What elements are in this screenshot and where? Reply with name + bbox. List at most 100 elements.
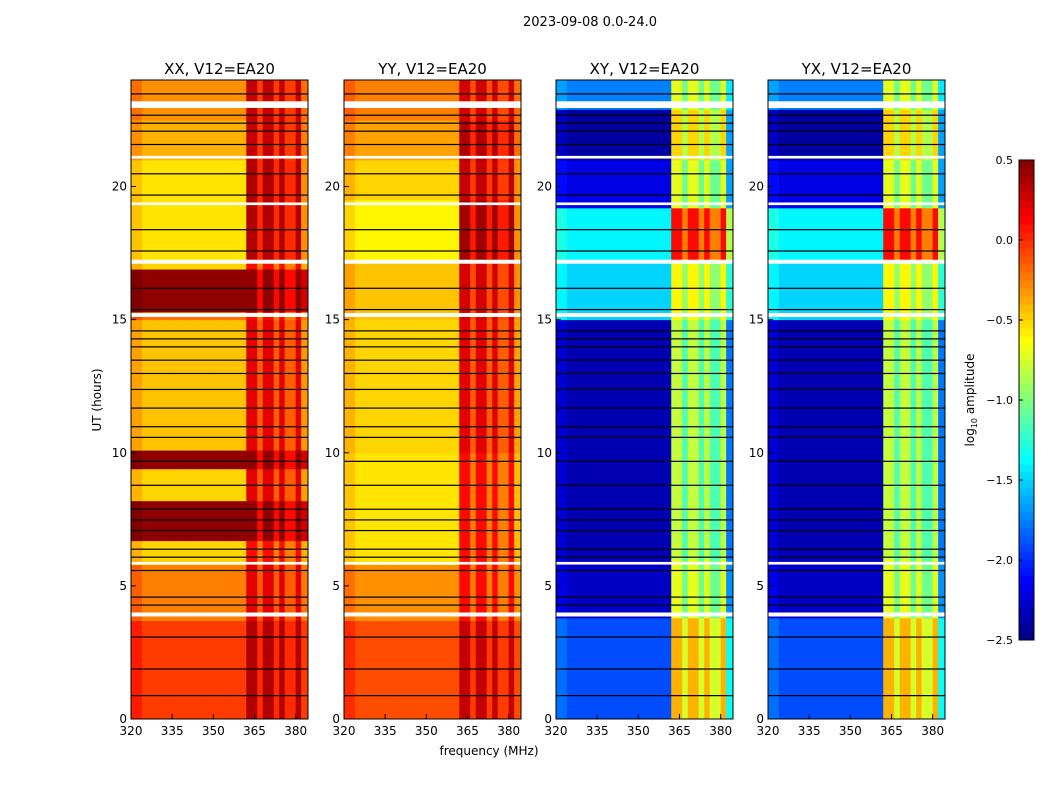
heatmap-cell [185, 540, 192, 566]
colorbar-swatch [1019, 584, 1034, 593]
heatmap-cell [301, 620, 308, 720]
flag-line [768, 636, 945, 638]
flag-line [768, 569, 945, 572]
heatmap-cell [800, 319, 807, 560]
heatmap-cell [393, 159, 400, 201]
heatmap-cell [268, 80, 275, 121]
x-tick-label: 335 [798, 724, 821, 738]
heatmap-cell [360, 261, 367, 321]
heatmap-cell [508, 159, 515, 201]
heatmap-cell [448, 261, 455, 321]
heatmap-cell [795, 109, 802, 161]
heatmap-cell [916, 261, 923, 321]
heatmap-cell [169, 159, 176, 262]
heatmap-cell [420, 319, 427, 454]
colorbar-swatch [1019, 216, 1034, 225]
panel-title: YX, V12=EA20 [801, 60, 912, 78]
heatmap-cell [616, 80, 623, 110]
heatmap-cell [235, 319, 242, 451]
heatmap-cell [437, 80, 444, 121]
heatmap-cell [475, 564, 482, 621]
flagged-gap [556, 561, 733, 565]
heatmap-cell [817, 109, 824, 161]
heatmap-cell [921, 559, 928, 619]
heatmap-cell [152, 564, 159, 621]
x-tick-label: 320 [333, 724, 356, 738]
heatmap-cell [376, 199, 383, 262]
heatmap-cell [163, 80, 170, 121]
colorbar-swatch [1019, 304, 1034, 313]
heatmap-cell [503, 261, 510, 321]
heatmap-cell [822, 159, 829, 209]
heatmap-cell [643, 261, 650, 321]
flag-line [556, 122, 733, 124]
heatmap-cell [932, 261, 939, 321]
colorbar-swatch [1019, 536, 1034, 545]
flag-line [344, 287, 521, 289]
colorbar-swatch [1019, 272, 1034, 281]
heatmap-cell [649, 207, 656, 262]
heatmap-cell [698, 319, 705, 560]
heatmap-cell [301, 261, 308, 270]
flag-line [344, 426, 521, 428]
heatmap-cell [136, 319, 143, 451]
heatmap-cell [191, 159, 198, 262]
heatmap-cell [251, 620, 258, 720]
heatmap-cell [409, 159, 416, 201]
colorbar-swatch [1019, 328, 1034, 337]
heatmap-cell [660, 109, 667, 161]
heatmap-cell [687, 159, 694, 209]
heatmap-cell [301, 319, 308, 451]
heatmap-cell [349, 319, 356, 454]
heatmap-cell [877, 109, 884, 161]
heatmap-cell [279, 261, 286, 270]
heatmap-cell [213, 119, 220, 161]
heatmap-cell [828, 109, 835, 161]
heatmap-cell [382, 319, 389, 454]
flag-line [344, 346, 521, 348]
flag-line [344, 338, 521, 340]
heatmap-cell [475, 199, 482, 262]
heatmap-cell [174, 159, 181, 262]
colorbar-swatch [1019, 280, 1034, 289]
flag-line [556, 636, 733, 638]
colorbar-swatch [1019, 312, 1034, 321]
y-tick-label: 15 [749, 313, 764, 327]
heatmap-cell [665, 207, 672, 262]
heatmap-cell [409, 261, 416, 321]
heatmap-cell [459, 620, 466, 720]
heatmap-cell [409, 119, 416, 161]
heatmap-cell [599, 207, 606, 262]
heatmap-cell [698, 261, 705, 321]
colorbar-swatch [1019, 232, 1034, 241]
heatmap-cell [163, 620, 170, 720]
heatmap-cell [235, 500, 242, 542]
heatmap-cell [588, 319, 595, 560]
heatmap-cell [191, 450, 198, 470]
heatmap-cell [301, 500, 308, 542]
heatmap-cell [453, 319, 460, 454]
flagged-gap [344, 561, 521, 565]
heatmap-cell [174, 450, 181, 470]
colorbar-swatch [1019, 400, 1034, 409]
flag-line [344, 250, 521, 252]
heatmap-cell [398, 261, 405, 321]
heatmap-cell [704, 207, 711, 262]
heatmap-cell [795, 159, 802, 209]
flag-line [131, 519, 308, 521]
heatmap-cell [136, 159, 143, 262]
heatmap-cell [279, 119, 286, 161]
heatmap-cell [888, 319, 895, 560]
heatmap-cell [191, 540, 198, 566]
heatmap-cell [638, 559, 645, 619]
x-tick-label: 365 [668, 724, 691, 738]
heatmap-cell [426, 80, 433, 121]
heatmap-cell [180, 119, 187, 161]
heatmap-cell [387, 159, 394, 201]
heatmap-cell [481, 261, 488, 321]
heatmap-cell [486, 199, 493, 262]
heatmap-cell [839, 559, 846, 619]
heatmap-cell [594, 80, 601, 110]
heatmap-cell [246, 269, 253, 313]
heatmap-cell [295, 564, 302, 621]
